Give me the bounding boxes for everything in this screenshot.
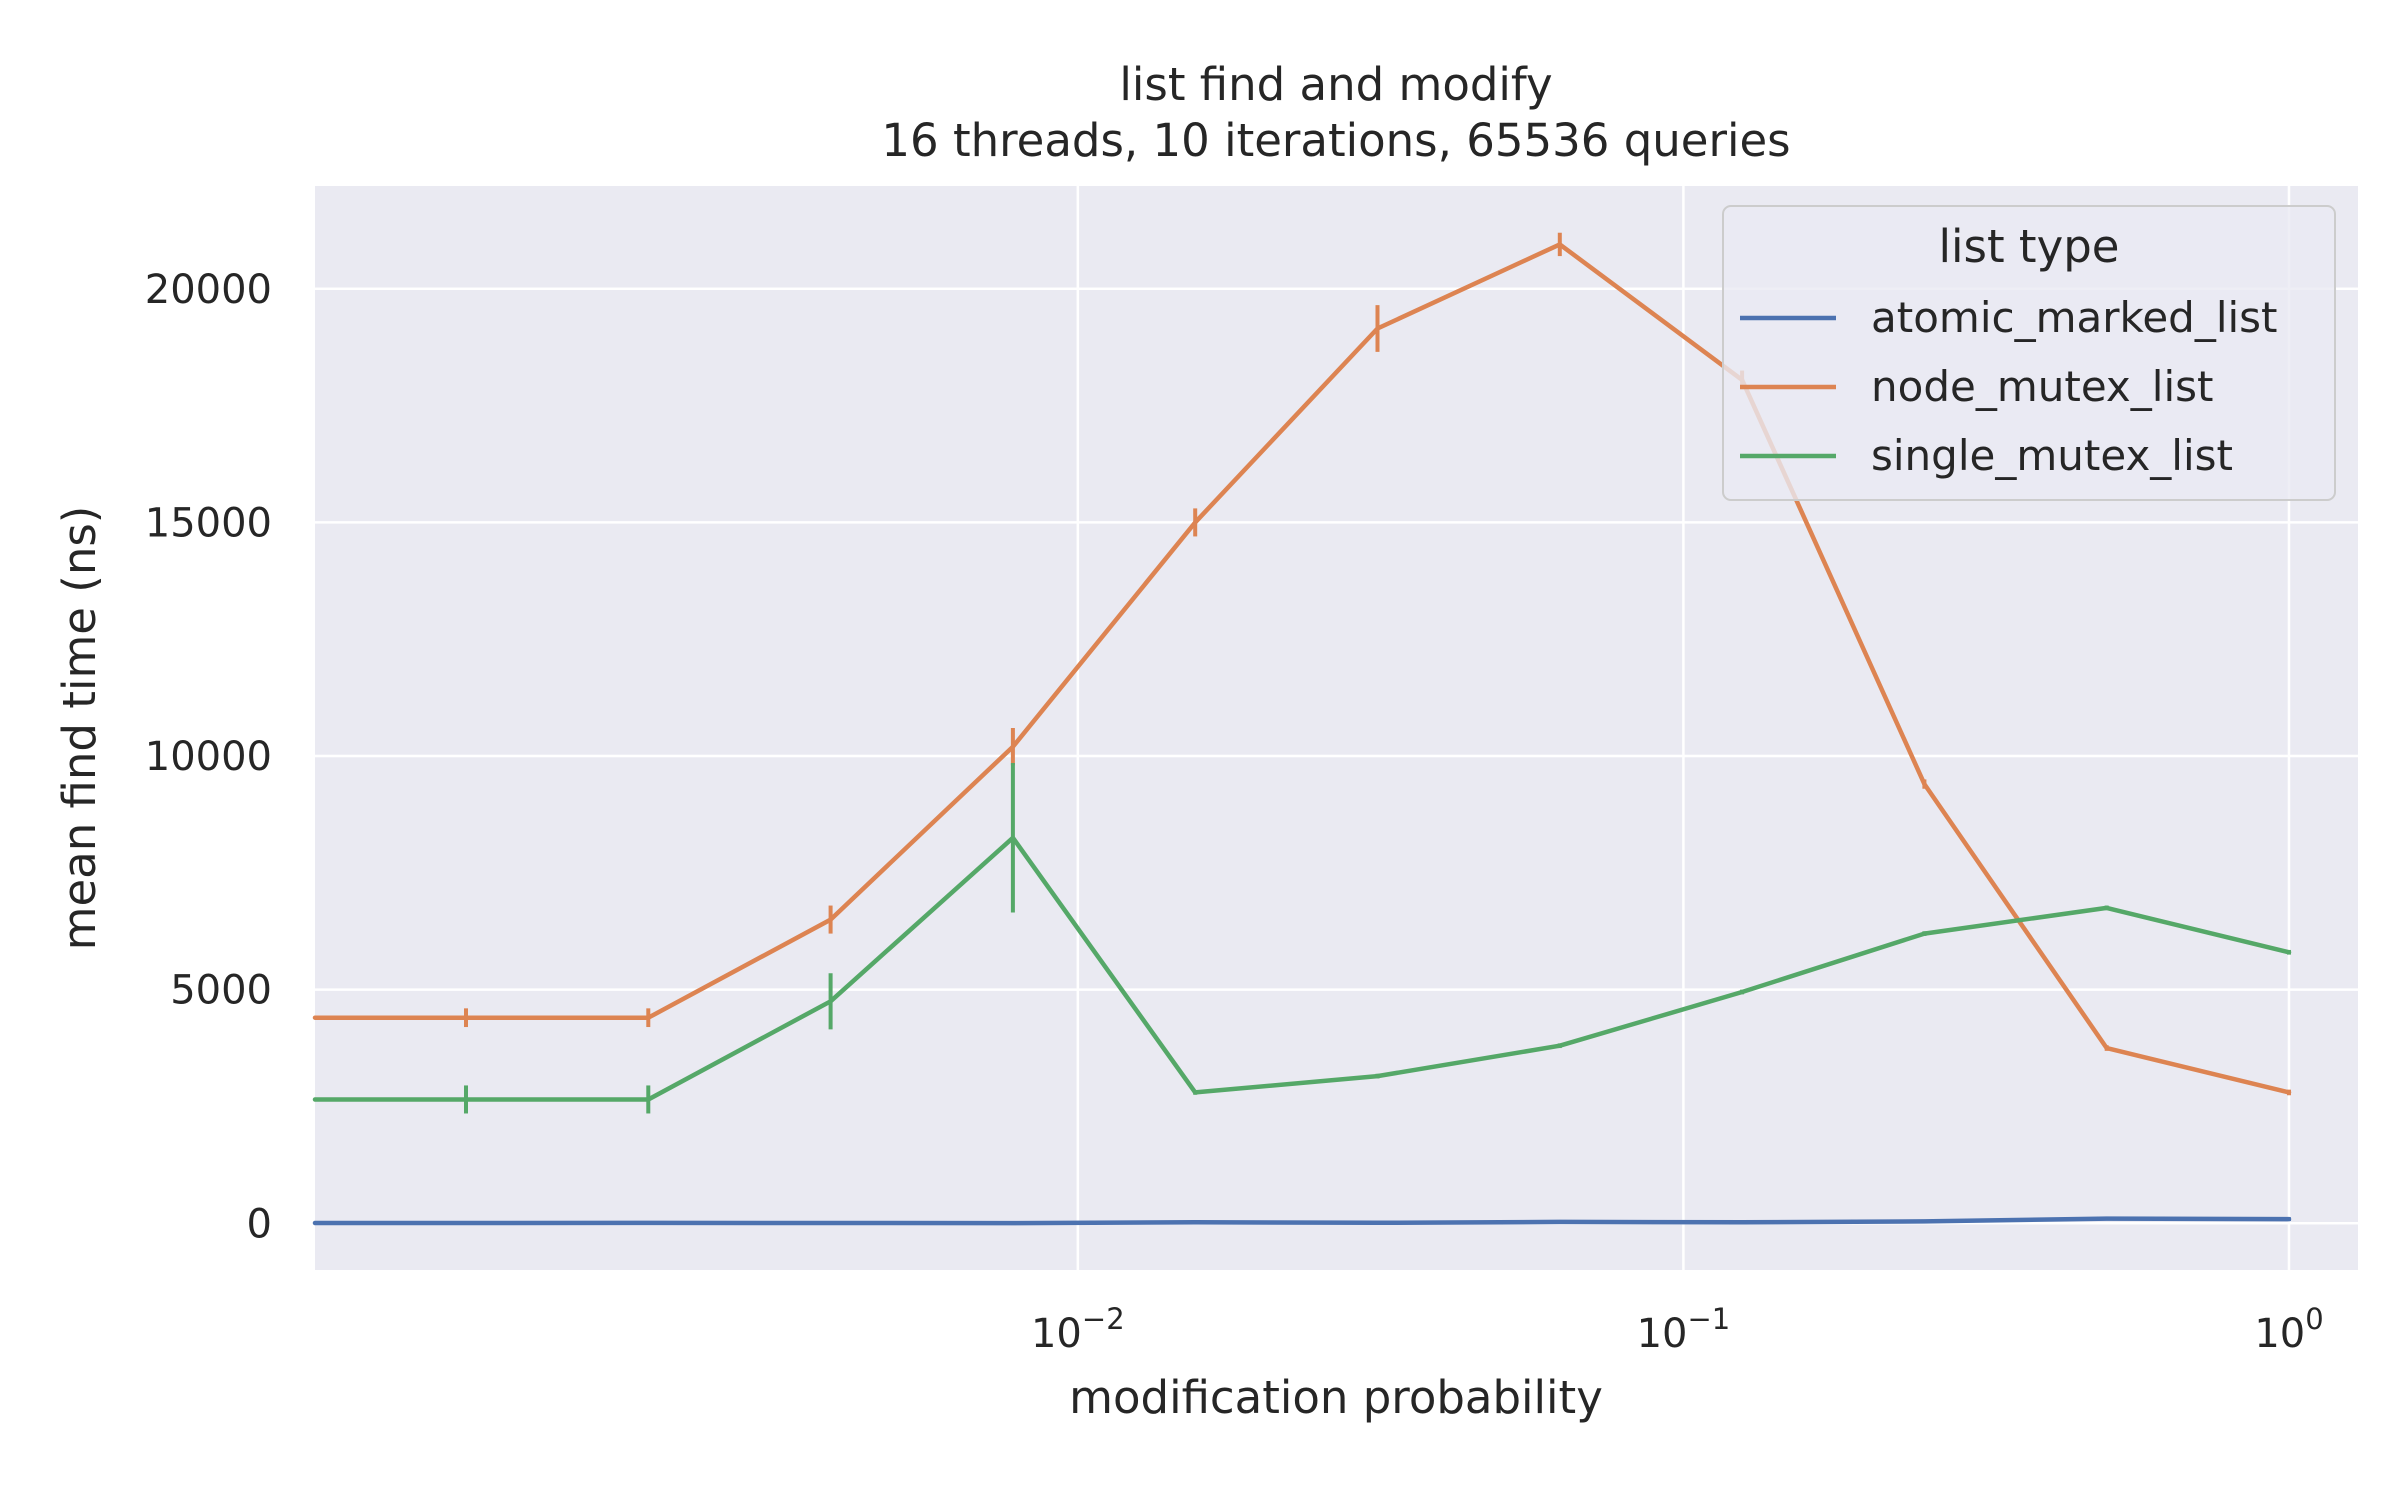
legend-items: atomic_marked_list node_mutex_list single_…	[1740, 293, 2278, 480]
legend-label-node_mutex_list: node_mutex_list	[1871, 362, 2213, 411]
chart-title: list find and modify	[1119, 58, 1552, 111]
y-tick-label: 20000	[145, 267, 272, 313]
series-layer	[312, 232, 2292, 1226]
y-tick-label: 5000	[170, 968, 272, 1014]
y-tick-label: 10000	[145, 734, 272, 780]
y-axis-ticks: 0 5000 10000 15000 20000	[145, 267, 272, 1247]
y-tick-label: 0	[247, 1201, 272, 1247]
y-tick-label: 15000	[145, 500, 272, 546]
series-line-node_mutex_list	[312, 242, 2292, 1095]
series-single_mutex_list	[312, 763, 2292, 1114]
legend: list type atomic_marked_list node_mutex_l…	[1722, 205, 2336, 501]
series-line-single_mutex_list	[312, 835, 2292, 1102]
x-axis-label: modification probability	[1069, 1371, 1603, 1424]
legend-label-atomic_marked_list: atomic_marked_list	[1871, 293, 2278, 342]
series-atomic_marked_list	[312, 1216, 2292, 1226]
x-tick-label: 10−1	[1637, 1302, 1731, 1357]
chart-subtitle: 16 threads, 10 iterations, 65536 queries	[881, 114, 1790, 167]
x-tick-label: 100	[2254, 1302, 2323, 1357]
x-tick-label: 10−2	[1031, 1302, 1125, 1357]
legend-title: list type	[1939, 220, 2120, 273]
series-line-atomic_marked_list	[312, 1216, 2292, 1226]
legend-box	[1722, 205, 2336, 501]
x-axis-ticks: 10−2 10−1 100	[1031, 1302, 2324, 1357]
y-axis-label: mean find time (ns)	[53, 506, 106, 951]
legend-label-single_mutex_list: single_mutex_list	[1871, 431, 2233, 480]
series-node_mutex_list	[312, 232, 2292, 1096]
